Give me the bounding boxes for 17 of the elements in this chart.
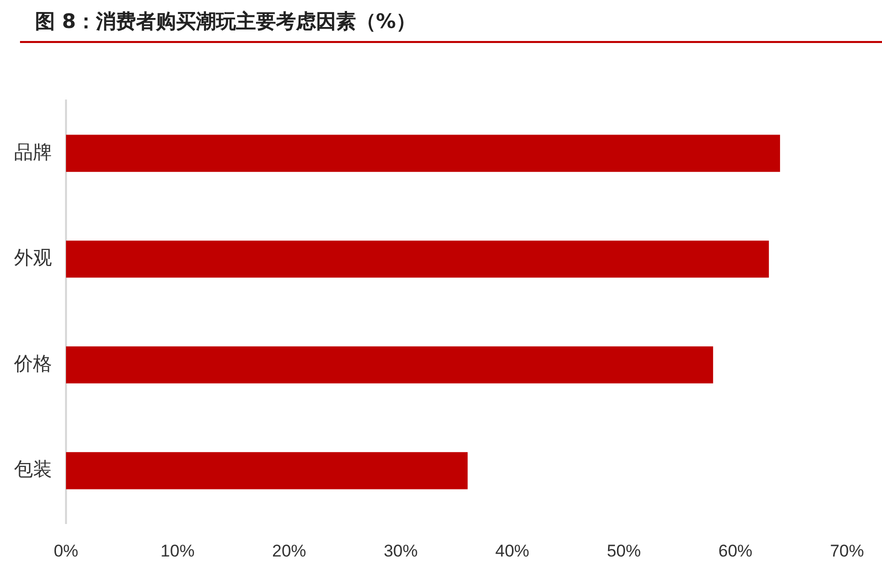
y-tick-label: 价格 — [13, 354, 52, 375]
x-tick-label: 0% — [54, 541, 78, 560]
y-tick-label: 品牌 — [14, 142, 52, 164]
x-tick-label: 30% — [384, 541, 418, 560]
y-tick-label: 外观 — [14, 248, 52, 270]
x-tick-label: 70% — [830, 541, 864, 560]
x-tick-label: 60% — [718, 541, 752, 560]
bar — [66, 346, 714, 384]
x-tick-label: 50% — [606, 541, 641, 560]
x-tick-label: 10% — [160, 541, 195, 560]
bar — [66, 452, 468, 490]
bar — [66, 240, 769, 278]
y-tick-label: 包装 — [14, 460, 52, 481]
x-tick-label: 40% — [495, 541, 530, 560]
x-tick-label: 20% — [272, 541, 306, 560]
chart-title: 图 8：消费者购买潮玩主要考虑因素（%） — [35, 8, 416, 35]
bar — [66, 134, 780, 172]
